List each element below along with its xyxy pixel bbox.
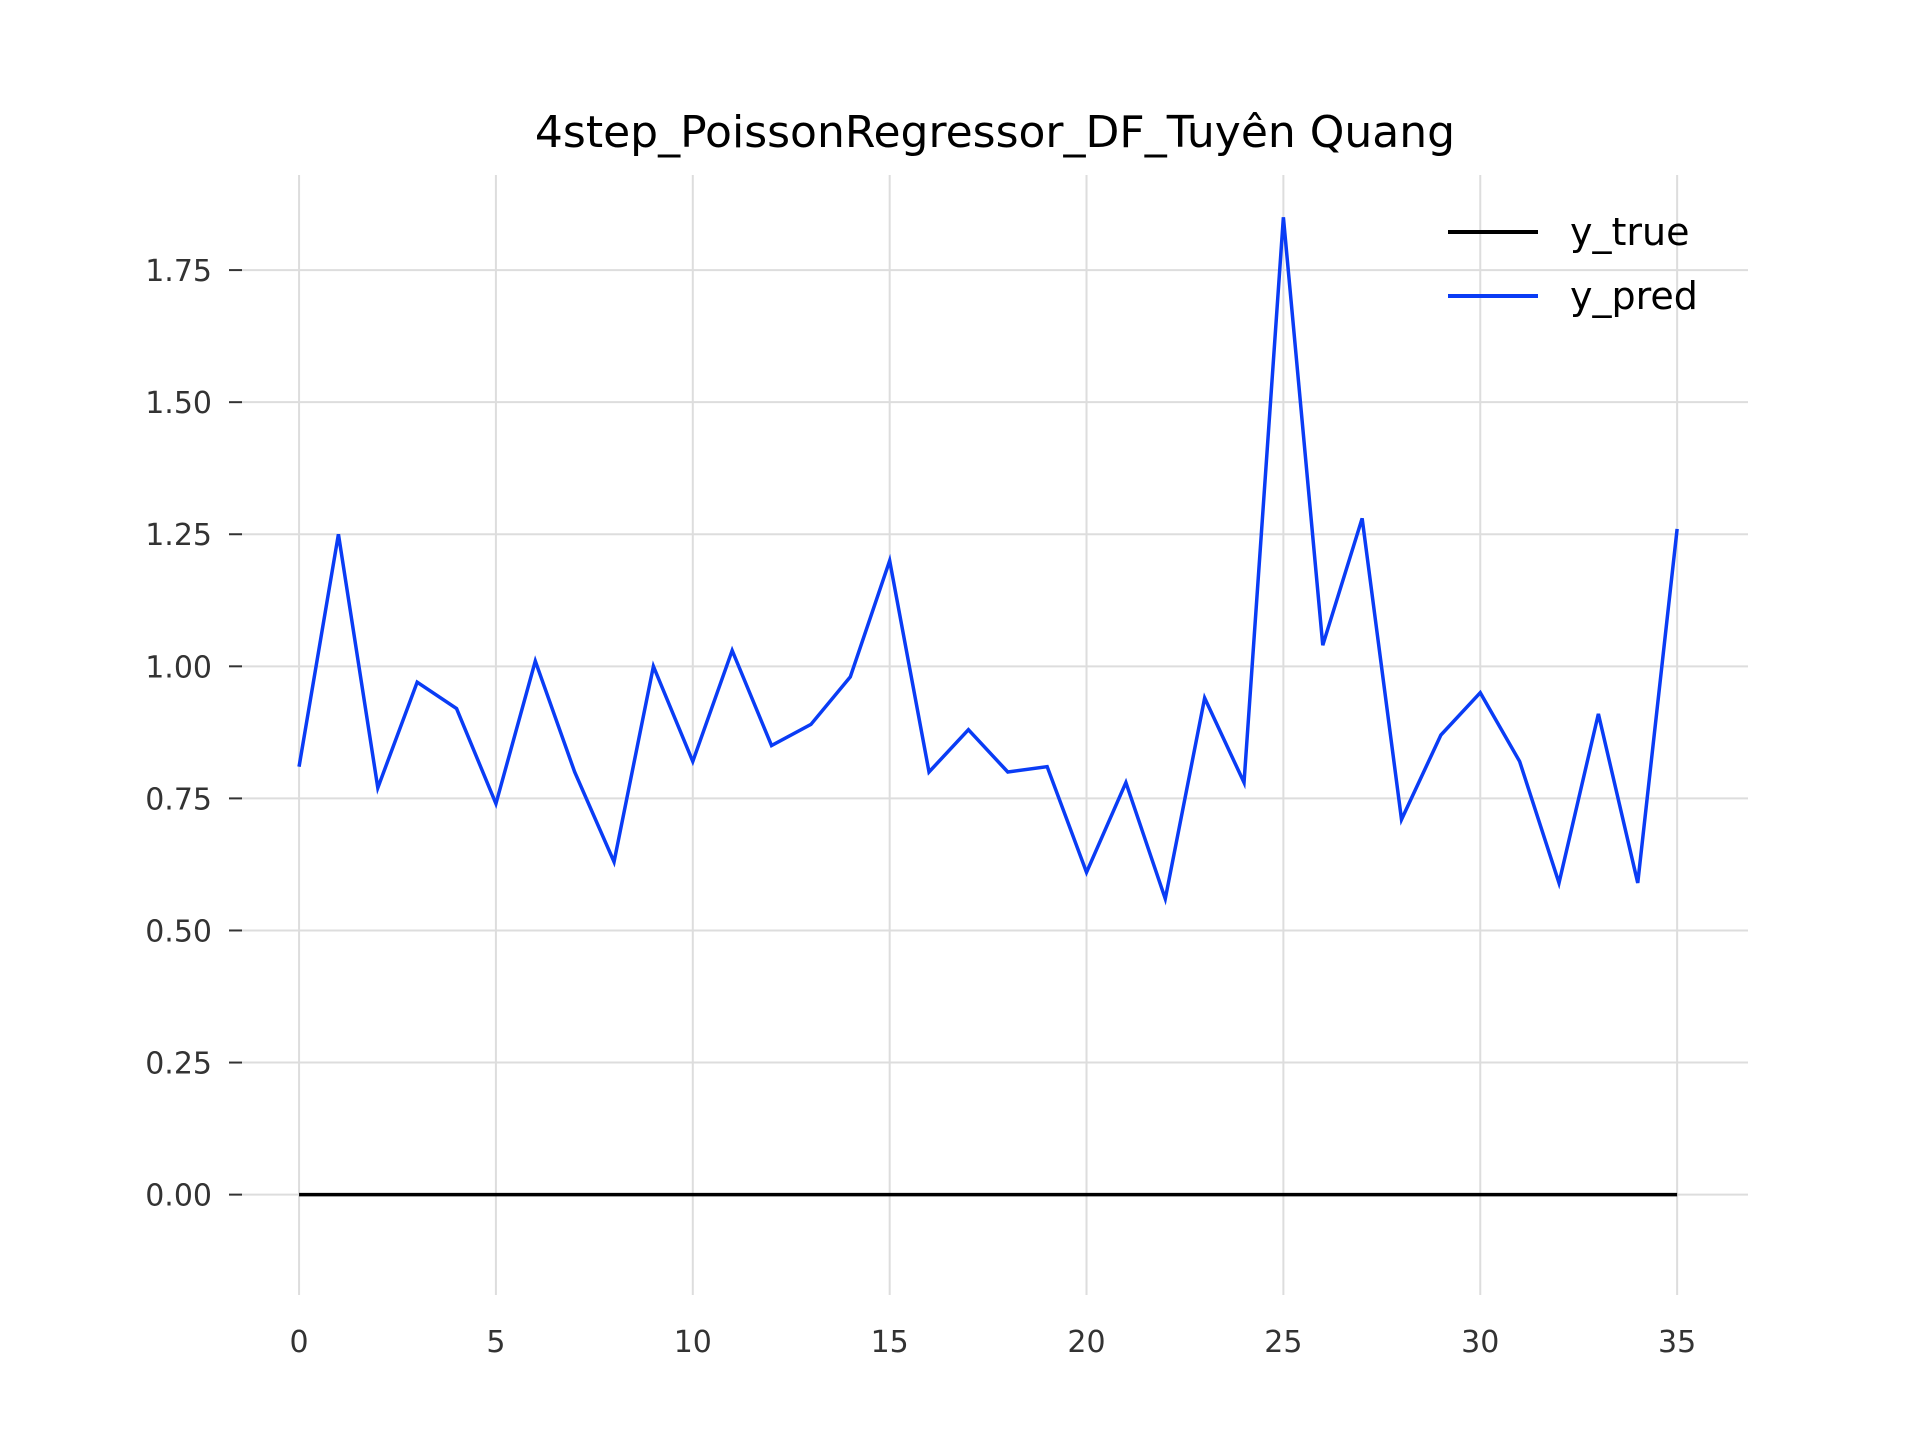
y-tick-label: 0.25 — [145, 1047, 212, 1082]
y-axis-ticks: 0.00 0.25 0.50 0.75 1.00 1.25 1.50 1.75 — [145, 254, 242, 1214]
chart-title: 4step_PoissonRegressor_DF_Tuyên Quang — [535, 107, 1455, 158]
y-tick-label: 1.75 — [145, 254, 212, 289]
x-tick-label: 5 — [486, 1325, 505, 1360]
y-tick-label: 1.25 — [145, 518, 212, 553]
x-tick-label: 10 — [674, 1325, 712, 1360]
x-axis-ticks: 0 5 10 15 20 25 30 35 — [290, 1325, 1697, 1360]
series-layer — [297, 217, 1679, 1197]
x-tick-label: 0 — [290, 1325, 309, 1360]
y-tick-label: 0.75 — [145, 782, 212, 817]
series-line-y-pred — [297, 217, 1679, 906]
x-gridlines — [298, 175, 1679, 1295]
x-tick-label: 15 — [871, 1325, 909, 1360]
x-tick-label: 20 — [1067, 1325, 1105, 1360]
y-tick-label: 1.50 — [145, 386, 212, 421]
x-tick-label: 25 — [1264, 1325, 1302, 1360]
y-tick-label: 0.00 — [145, 1179, 212, 1214]
x-tick-label: 35 — [1658, 1325, 1696, 1360]
y-tick-label: 0.50 — [145, 914, 212, 949]
legend: y_true y_pred — [1448, 210, 1698, 318]
y-tick-label: 1.00 — [145, 650, 212, 685]
x-tick-label: 30 — [1461, 1325, 1499, 1360]
legend-label-y-true: y_true — [1570, 210, 1689, 254]
legend-label-y-pred: y_pred — [1570, 274, 1698, 318]
